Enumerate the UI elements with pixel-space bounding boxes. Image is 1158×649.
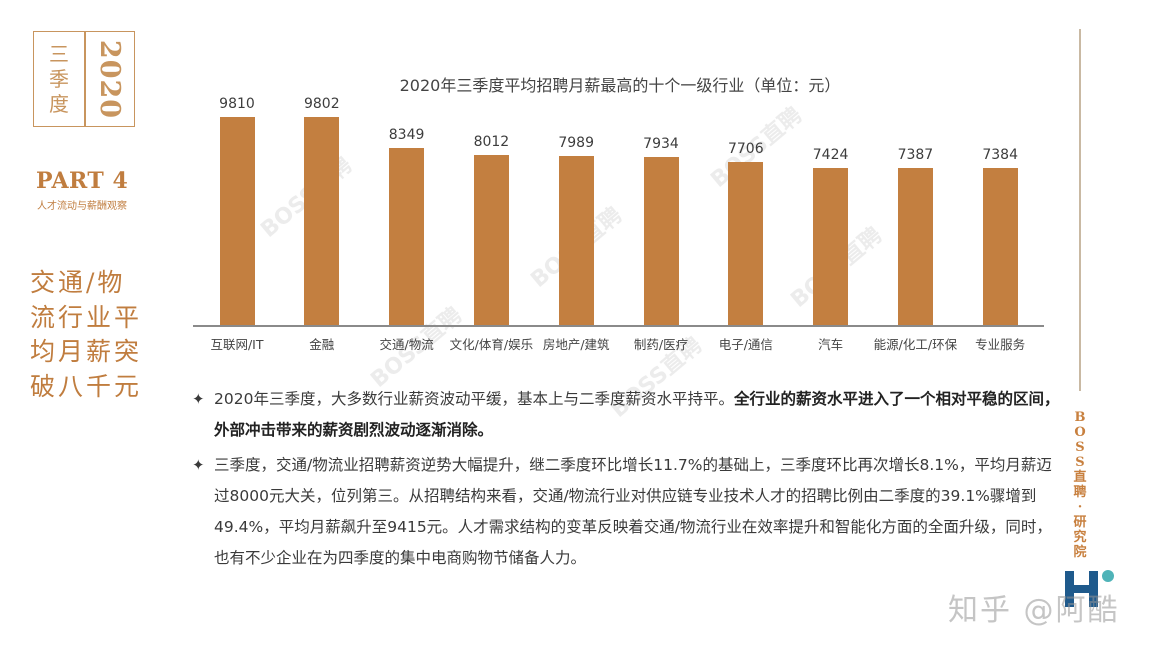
bullet-text: 三季度，交通/物流业招聘薪资逆势大幅提升，继二季度环比增长11.7%的基础上，三…	[214, 456, 1052, 567]
four-point-star-icon: ✦	[192, 456, 205, 474]
brand-char: ·	[1077, 500, 1083, 515]
category-label: 制药/医疗	[633, 337, 689, 352]
bar-value-label: 9802	[303, 96, 340, 113]
category-label: 能源/化工/环保	[873, 337, 958, 352]
headline-line: 流行业平	[30, 302, 143, 332]
brand-char: 聘	[1073, 485, 1087, 500]
bar	[558, 155, 594, 325]
bar-value-label: 7424	[812, 146, 849, 163]
category-label: 文化/体育/娱乐	[449, 337, 534, 352]
brand-char: 究	[1073, 530, 1087, 545]
season-label: 三 季 度	[34, 32, 84, 126]
part-title: PART 4	[36, 168, 129, 194]
year-label: 2020	[85, 32, 135, 126]
category-label: 金融	[309, 337, 335, 352]
bar	[897, 168, 933, 325]
bar-value-label: 7934	[643, 135, 679, 152]
section-headline: 交通/物 流行业平 均月薪突 破八千元	[30, 266, 150, 404]
bar-value-label: 7706	[727, 140, 764, 157]
bar-chart: BOSS直聘 BOSS直聘 BOSS直聘 BOSS直聘 BOSS直聘 BOSS直…	[190, 96, 1050, 423]
category-label: 互联网/IT	[210, 337, 264, 352]
bullet-bold-text: 全行业的薪资水平进入了一个相对平稳的区间，外部冲击带来的薪资剧烈波动逐渐消除。	[214, 390, 1060, 439]
bar	[643, 156, 679, 325]
category-label: 交通/物流	[379, 337, 434, 352]
season-char: 三	[49, 41, 69, 66]
bullet-text: 2020年三季度，大多数行业薪资波动平缓，基本上与二季度薪资水平持平。	[214, 390, 734, 408]
bar-value-label: 8349	[388, 126, 425, 143]
bar	[389, 147, 425, 325]
bullet-paragraph: ✦ 2020年三季度，大多数行业薪资波动平缓，基本上与二季度薪资水平持平。全行业…	[190, 384, 1060, 446]
brand-char: S	[1075, 440, 1085, 455]
vertical-divider	[1079, 29, 1081, 391]
vertical-brand: B O S S 直 聘 · 研 究 院	[1069, 410, 1091, 560]
brand-char: 院	[1073, 545, 1087, 560]
bar	[473, 155, 509, 325]
commentary: ✦ 2020年三季度，大多数行业薪资波动平缓，基本上与二季度薪资水平持平。全行业…	[190, 384, 1060, 578]
bar	[813, 167, 849, 325]
headline-line: 交通/物	[30, 268, 126, 297]
four-point-star-icon: ✦	[192, 390, 205, 408]
category-label: 房地产/建筑	[542, 337, 610, 352]
brand-char: S	[1075, 455, 1085, 470]
brand-char: O	[1074, 425, 1086, 440]
x-axis-line	[193, 325, 1044, 327]
bar-value-label: 7384	[982, 147, 1018, 164]
season-char: 度	[49, 91, 69, 116]
brand-char: 直	[1073, 470, 1087, 485]
research-institute-logo-icon	[1063, 569, 1119, 609]
part-subtitle: 人才流动与薪酬观察	[37, 201, 127, 212]
bar-value-label: 8012	[473, 134, 510, 151]
bar	[304, 117, 340, 325]
brand-char: B	[1074, 410, 1086, 425]
season-char: 季	[49, 66, 69, 91]
headline-line: 破八千元	[30, 371, 143, 401]
bar	[219, 117, 255, 325]
box-divider	[84, 32, 86, 126]
category-label: 电子/通信	[718, 337, 773, 352]
brand-char: 研	[1073, 515, 1087, 530]
year-text: 2020	[94, 39, 126, 119]
bar	[728, 161, 764, 325]
bullet-paragraph: ✦ 三季度，交通/物流业招聘薪资逆势大幅提升，继二季度环比增长11.7%的基础上…	[190, 450, 1060, 574]
category-label: 专业服务	[975, 337, 1026, 352]
year-season-box: 三 季 度 2020	[33, 31, 135, 127]
bar-value-label: 9810	[219, 96, 255, 112]
bar-value-label: 7989	[558, 134, 594, 151]
bar-value-label: 7387	[897, 147, 934, 164]
headline-line: 均月薪突	[30, 337, 143, 366]
bar	[982, 168, 1018, 325]
category-label: 汽车	[818, 337, 844, 352]
zhihu-watermark: 知乎 @阿酷	[948, 593, 1120, 628]
chart-title: 2020年三季度平均招聘月薪最高的十个一级行业（单位：元）	[399, 76, 841, 95]
